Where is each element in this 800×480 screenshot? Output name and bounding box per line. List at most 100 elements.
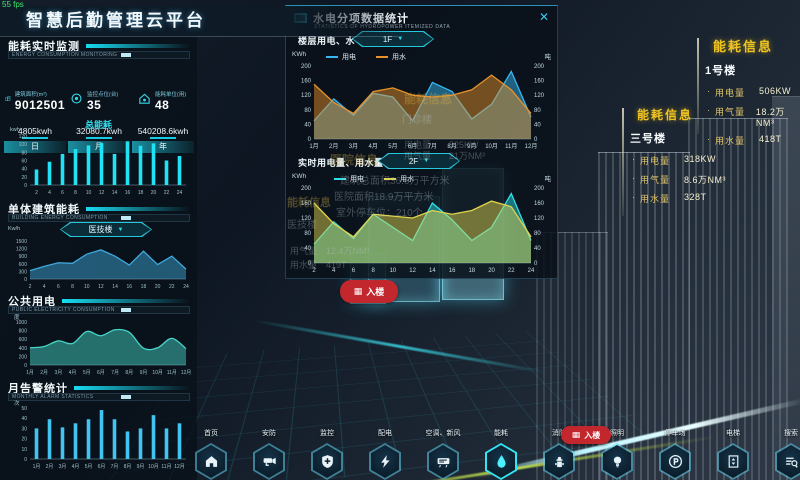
svg-text:9月: 9月	[137, 464, 145, 470]
svg-text:9月: 9月	[140, 370, 148, 376]
legend-item[interactable]: 用水	[376, 52, 406, 62]
nav-item-elevator[interactable]: 电梯	[705, 428, 761, 480]
panel-title: 能耗信息	[713, 39, 774, 54]
enter-building-tag[interactable]: ▦ 入楼	[340, 280, 398, 303]
svg-text:5月: 5月	[83, 370, 91, 376]
panel-row: · 用电量 506KW	[707, 86, 792, 98]
axis-unit-left: KWh	[292, 51, 307, 58]
svg-text:14: 14	[112, 190, 118, 196]
nav-item-label: 搜索	[784, 430, 798, 437]
svg-text:18: 18	[468, 268, 475, 274]
nav-item-power-distribution[interactable]: 配电	[357, 428, 413, 480]
svg-text:10月: 10月	[148, 464, 159, 470]
monthly-alarm-bar-chart: 0 10 20 30 40 50 1月 2月 3月 4月 5月 6月 7月 8月 9月 10月 11月 12月	[21, 406, 186, 470]
svg-text:24: 24	[528, 268, 535, 274]
svg-text:100: 100	[19, 142, 28, 148]
nav-item-fire[interactable]: 消防	[531, 428, 587, 480]
svg-text:4月: 4月	[69, 370, 77, 376]
floor-select-dropdown-2[interactable]: 2F ▼	[378, 153, 460, 169]
svg-text:6: 6	[57, 284, 60, 290]
svg-text:0: 0	[534, 137, 538, 143]
building-shape	[598, 152, 690, 480]
legend-item[interactable]: 用电	[326, 52, 356, 62]
svg-text:1月: 1月	[33, 464, 41, 470]
svg-text:160: 160	[301, 201, 312, 207]
section-subtitle: BUILDING ENERGY CONSUMPTION	[8, 214, 190, 222]
bolt-icon	[369, 443, 401, 480]
enter-building-tag[interactable]: ▦ 入楼	[561, 426, 611, 444]
svg-text:160: 160	[534, 201, 545, 207]
svg-text:60: 60	[21, 159, 27, 165]
svg-text:160: 160	[534, 79, 545, 85]
svg-text:8月: 8月	[124, 464, 132, 470]
svg-text:4月: 4月	[369, 143, 378, 150]
nav-item-security[interactable]: 安防	[241, 428, 297, 480]
nav-item-energy[interactable]: 能耗	[473, 428, 529, 480]
svg-text:50: 50	[21, 406, 27, 412]
camera-icon	[253, 443, 285, 480]
nav-item-label: 消防	[552, 430, 566, 437]
svg-text:12月: 12月	[525, 143, 538, 150]
nav-item-monitoring[interactable]: 监控	[299, 428, 355, 480]
nav-item-parking[interactable]: 停车场	[647, 428, 703, 480]
svg-text:900: 900	[19, 254, 28, 260]
axis-unit-right: 吨	[544, 54, 552, 61]
svg-text:6月: 6月	[98, 464, 106, 470]
svg-text:5月: 5月	[388, 143, 397, 150]
svg-text:11月: 11月	[167, 370, 177, 376]
close-icon[interactable]: ✕	[538, 10, 549, 24]
svg-text:80: 80	[534, 108, 541, 114]
svg-text:0: 0	[534, 261, 538, 267]
svg-text:8: 8	[372, 268, 376, 274]
total-year: 540208.6kwh 年	[132, 126, 194, 153]
chevron-down-icon: ▼	[423, 158, 430, 164]
svg-text:0: 0	[24, 363, 27, 369]
svg-text:18: 18	[141, 284, 147, 290]
svg-text:7月: 7月	[428, 143, 437, 150]
floor-usage-label: 楼层用电、水	[298, 36, 356, 46]
svg-text:14: 14	[429, 268, 436, 274]
svg-text:6月: 6月	[97, 370, 105, 376]
nav-item-search[interactable]: 搜索	[763, 428, 800, 480]
panel-divider	[622, 108, 624, 216]
public-electricity-area-chart: 0 200 400 600 800 1000 1月 2月 3月 4月 5月 6月 7月 8月 9月 10月 11…	[16, 320, 191, 376]
building-select-dropdown[interactable]: 医技楼 ▼	[60, 222, 152, 237]
svg-text:200: 200	[534, 186, 545, 192]
floor-usage-chart: 0 0 40 40 80 80 120 120 160 160 200 200 1月 2月 3月 4月 5月 6月…	[301, 64, 545, 150]
panel-row: · 用气量 18.2万NM³	[707, 105, 785, 128]
hydropower-modal: 水电分项数据统计 STATISTICS OF HYDROPOWER ITEMIZ…	[285, 5, 558, 279]
home-icon	[195, 443, 227, 480]
legend-item[interactable]: 用电	[334, 174, 364, 184]
stat-monitor-points: 监控点位(台) 35	[70, 90, 134, 112]
scroll-thumb	[121, 53, 131, 57]
panel-row: · 用气量 8.6万NM³	[632, 173, 727, 185]
monitor-points-icon	[71, 93, 82, 104]
svg-text:2月: 2月	[329, 143, 338, 150]
legend-item[interactable]: 用水	[384, 174, 414, 184]
nav-item-hvac[interactable]: 空调、新风	[415, 428, 471, 480]
nav-item-label: 停车场	[664, 430, 686, 437]
svg-text:10: 10	[21, 447, 27, 453]
svg-text:0: 0	[308, 137, 312, 143]
stat-building-area: 建筑面积(m²) 9012501	[5, 90, 65, 112]
total-month: 32080.7kwh 月	[68, 126, 130, 153]
energy-info-panel-building3: 能耗信息 三号楼 · 用电量 318KW · 用气量 8.6万NM³ · 用水量 328T	[622, 106, 772, 216]
nav-item-lighting[interactable]: 照明	[589, 428, 645, 480]
total-day: 4805kwh 日	[4, 126, 66, 153]
svg-text:3月: 3月	[349, 143, 358, 150]
svg-text:80: 80	[304, 231, 311, 237]
svg-text:1200: 1200	[16, 247, 27, 253]
chart-title-total-energy: 总能耗	[84, 120, 112, 130]
svg-text:120: 120	[301, 93, 312, 99]
stat-value: 9012501	[14, 98, 65, 112]
svg-text:2月: 2月	[46, 464, 54, 470]
svg-text:3月: 3月	[59, 464, 67, 470]
svg-text:11月: 11月	[161, 464, 171, 470]
section-monthly-alarm: 月告警统计	[8, 380, 190, 396]
water-drop-icon	[485, 443, 517, 480]
svg-text:22: 22	[169, 284, 175, 290]
y-axis-unit: 度	[14, 315, 20, 321]
nav-item-home[interactable]: 首页	[183, 428, 239, 480]
scroll-thumb	[121, 395, 131, 399]
